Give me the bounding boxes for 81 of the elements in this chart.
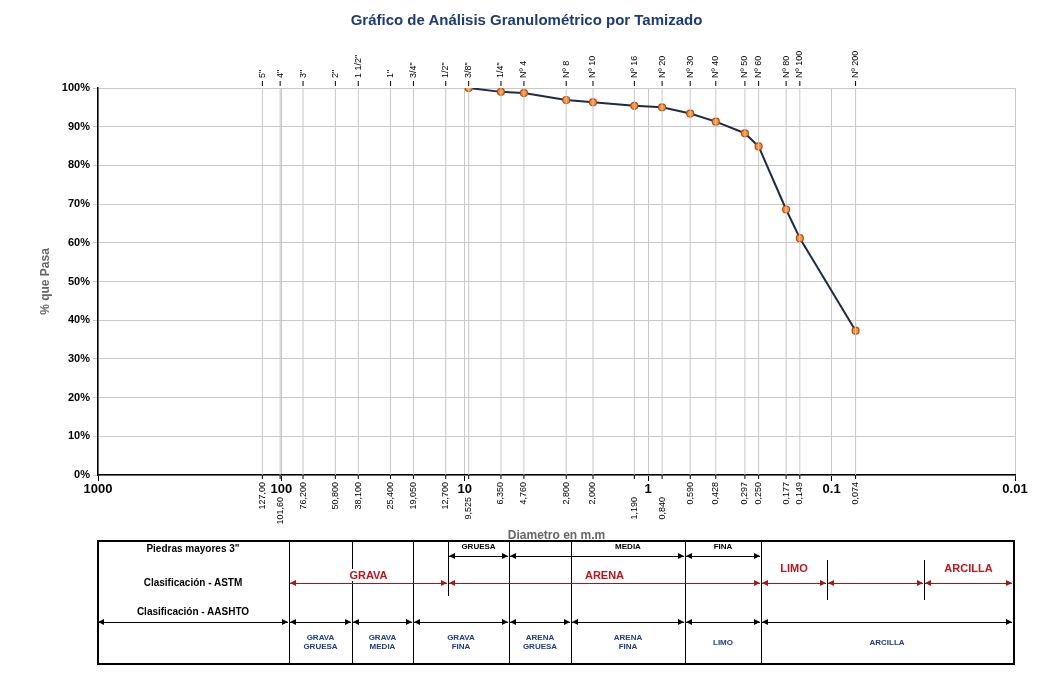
x-tick-label: 0.1: [822, 481, 841, 497]
text: Nº 50: [739, 55, 750, 78]
y-tick-label: 10%: [67, 429, 91, 442]
chart-title: Gráfico de Análisis Granulométrico por Tamizado: [350, 11, 703, 29]
ref-line-label: 0,250: [753, 482, 764, 505]
ref-line-label: 0,149: [794, 482, 805, 505]
y-tick-label: 70%: [67, 197, 91, 210]
y-tick-label: 90%: [67, 119, 91, 132]
ref-line-label: 2,800: [560, 482, 571, 505]
ref-line-label: 0,297: [739, 482, 750, 505]
ref-line-label: 76,200: [297, 482, 308, 510]
text: Nº 60: [753, 55, 764, 78]
y-tick-label: 40%: [67, 313, 91, 326]
text: LIMO: [713, 638, 733, 647]
y-axis-title: % que Pasa: [37, 247, 52, 315]
text: Clasificación - ASTM: [143, 577, 243, 588]
ref-line-label: 0,840: [656, 497, 667, 520]
ref-line-label: 50,800: [329, 482, 340, 510]
text: 4": [274, 69, 285, 78]
text: Nº 8: [560, 60, 571, 78]
ref-line-label: 127,00: [256, 482, 267, 510]
x-tick-label: 1: [644, 481, 652, 497]
text: Nº 4: [518, 60, 529, 78]
x-tick-label: 10: [457, 481, 473, 497]
text: 5": [256, 69, 267, 78]
text: 3/8": [463, 62, 474, 78]
text: Nº 10: [587, 55, 598, 78]
text: LIMO: [780, 562, 808, 574]
text: Nº 30: [684, 55, 695, 78]
text: GRAVA MEDIA: [368, 633, 397, 651]
text: 1": [385, 69, 396, 78]
text: ARCILLA: [944, 562, 993, 574]
text: 1/4": [495, 62, 506, 78]
x-axis-title: Diametro en m.m: [507, 528, 606, 543]
y-tick-label: 60%: [67, 235, 91, 248]
text: Nº 16: [628, 55, 639, 78]
text: Nº 20: [656, 55, 667, 78]
ref-line-label: 0,590: [684, 482, 695, 505]
ref-line-label: 2,000: [587, 482, 598, 505]
ref-line-label: 6,350: [495, 482, 506, 505]
ref-line-label: 4,760: [518, 482, 529, 505]
text: 3/4": [407, 62, 418, 78]
text: Clasificación - AASHTO: [136, 606, 250, 617]
ref-line-label: 0,177: [780, 482, 791, 505]
text: 1/2": [440, 62, 451, 78]
text: FINA: [713, 542, 733, 551]
y-tick-label: 30%: [67, 351, 91, 364]
text: ARENA GRUESA: [522, 633, 558, 651]
ref-line-label: 0,074: [850, 482, 861, 505]
text: Nº 80: [780, 55, 791, 78]
ref-line-label: 101,60: [274, 497, 285, 525]
x-tick-label: 0.01: [1002, 481, 1028, 497]
text: Nº 200: [850, 50, 861, 78]
ref-line-label: 38,100: [352, 482, 363, 510]
ref-line-label: 1,190: [628, 497, 639, 520]
text: GRAVA FINA: [447, 633, 475, 651]
ref-line-label: 0,428: [710, 482, 721, 505]
x-tick-label: 1000: [83, 481, 113, 497]
text: Nº 100: [794, 50, 805, 78]
text: GRAVA GRUESA: [303, 633, 338, 651]
text: Nº 40: [710, 55, 721, 78]
ref-line-label: 19,050: [407, 482, 418, 510]
text: GRAVA: [346, 569, 391, 581]
text: ARENA: [581, 569, 628, 581]
ref-line-label: 25,400: [385, 482, 396, 510]
text: 3": [297, 69, 308, 78]
text: ARCILLA: [869, 638, 905, 647]
y-tick-label: 20%: [67, 390, 91, 403]
y-tick-label: 100%: [61, 81, 91, 94]
y-tick-label: 80%: [67, 158, 91, 171]
x-tick-label: 100: [270, 481, 293, 497]
y-tick-label: 50%: [67, 274, 91, 287]
ref-line-label: 9,525: [463, 497, 474, 520]
text: Piedras mayores 3": [146, 543, 240, 554]
y-tick-label: 0%: [74, 468, 91, 481]
text: 1 1/2": [352, 54, 363, 78]
ref-line-label: 12,700: [440, 482, 451, 510]
text: GRUESA: [461, 542, 496, 551]
text: 2": [329, 69, 340, 78]
text: MEDIA: [615, 542, 641, 551]
text: ARENA FINA: [613, 633, 643, 651]
